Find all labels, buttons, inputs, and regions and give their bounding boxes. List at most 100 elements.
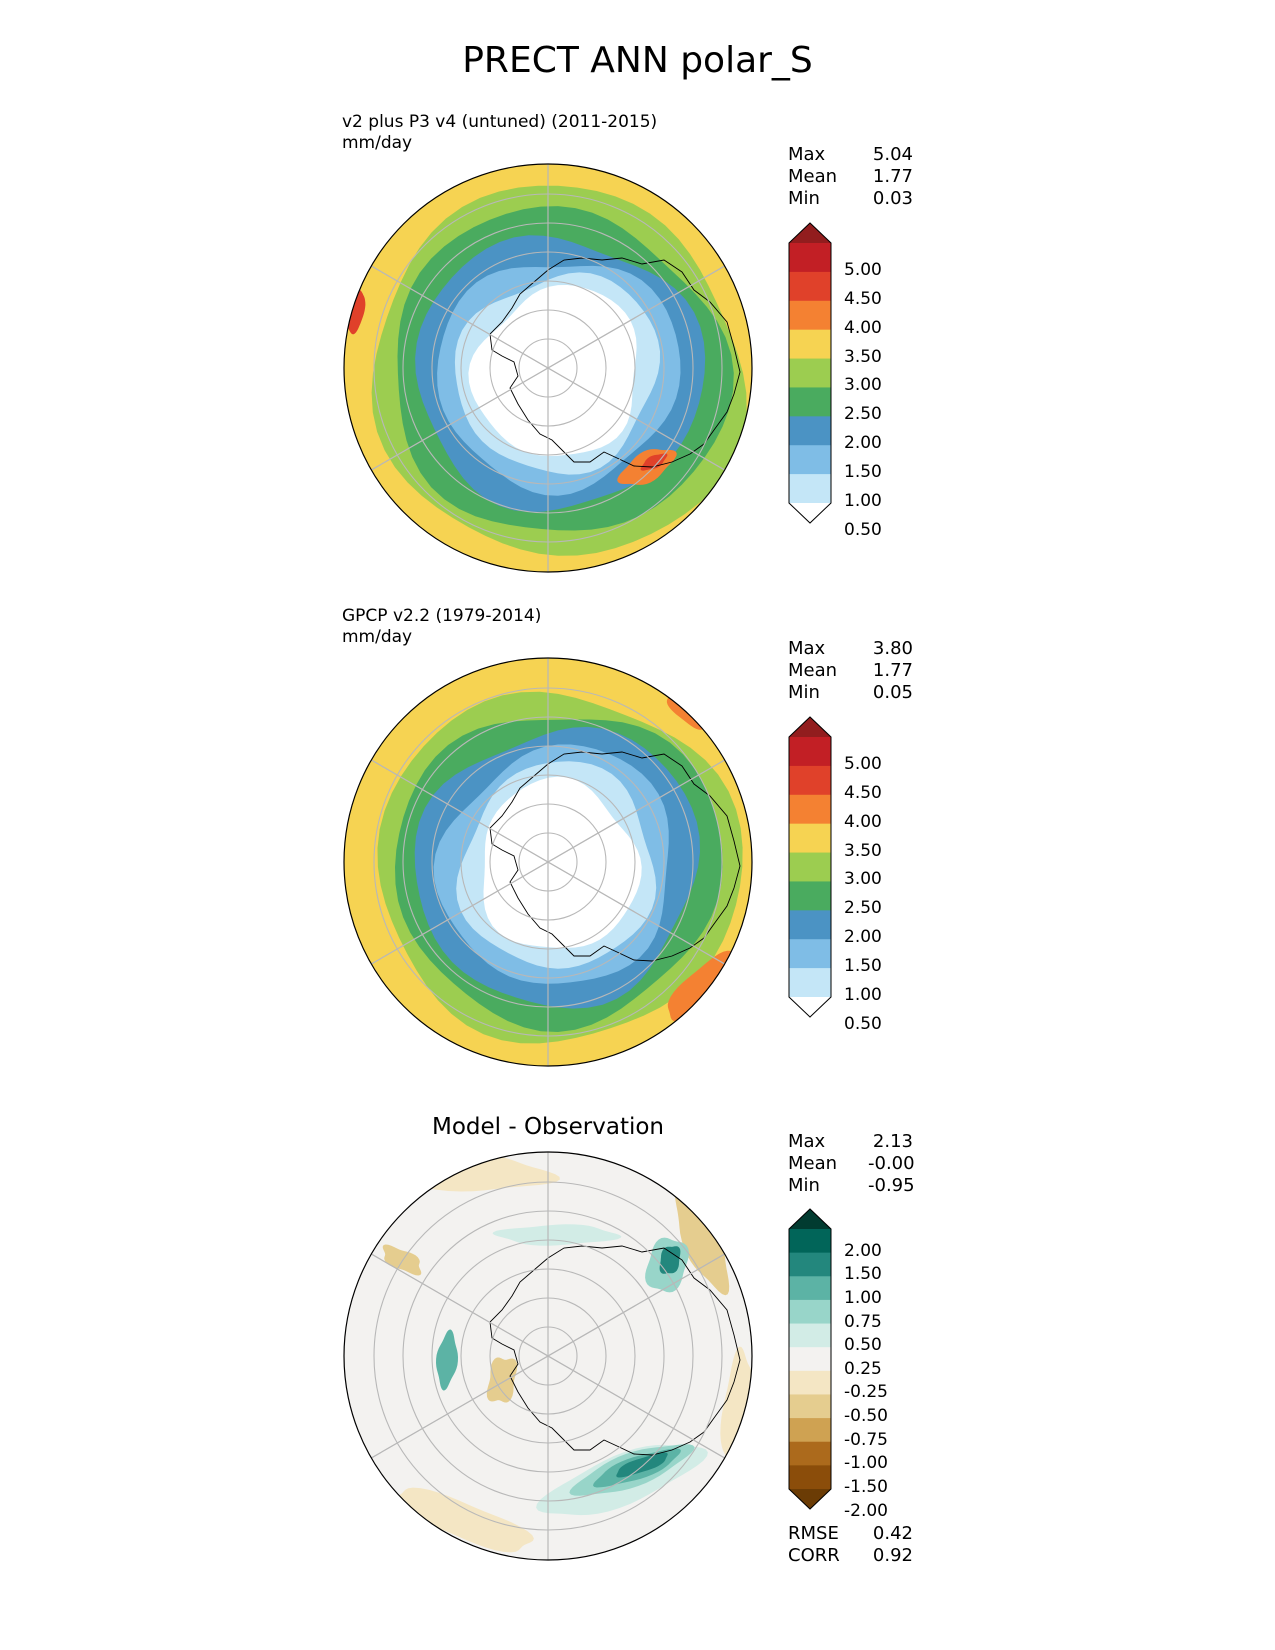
diff-negative-band — [674, 1184, 730, 1296]
stat-mean-value: 1.77 — [872, 660, 913, 681]
stat-mean-value: -0.00 — [868, 1153, 915, 1174]
colorbar-segment — [789, 823, 831, 854]
panel-3-title: Model - Observation — [431, 1114, 665, 1140]
diff-negative-patch — [486, 1357, 518, 1403]
colorbar-segment — [789, 1441, 831, 1466]
panel-3-colorbar: 2.00 1.50 1.00 0.75 0.50 0.25 -0.25 -0.50 -0.75 -… — [788, 1208, 928, 1521]
panel-1-stats: Max 5.04 Mean 1.77 Min 0.03 — [788, 144, 913, 210]
colorbar-segment — [789, 1465, 831, 1490]
colorbar-segment — [789, 1394, 831, 1419]
colorbar-segment — [789, 1276, 831, 1301]
colorbar-tick-label: 0.50 — [844, 1335, 882, 1356]
colorbar-segment — [789, 939, 831, 969]
diff-positive-patch — [436, 1329, 458, 1391]
colorbar-extend-top — [789, 717, 831, 737]
colorbar-outline — [788, 222, 832, 524]
stat-min-value: 0.03 — [872, 188, 913, 209]
colorbar-tick-label: 5.00 — [844, 753, 882, 774]
stat-min-row: Min 0.03 — [788, 188, 913, 209]
precip-contour-band — [483, 776, 642, 948]
panel-1-title-text: v2 plus P3 v4 (untuned) (2011-2015) — [342, 112, 658, 132]
antarctica-coastline — [489, 751, 741, 962]
panel-1-title: v2 plus P3 v4 (untuned) (2011-2015) mm/da… — [342, 112, 657, 154]
colorbar-tick-label: 2.00 — [844, 1240, 882, 1261]
colorbar-segment — [789, 271, 831, 302]
colorbar-tick-label: 2.00 — [844, 927, 882, 948]
stat-min-value: -0.95 — [868, 1175, 915, 1196]
diff-negative-patch — [382, 1244, 422, 1276]
longitude-line — [547, 861, 725, 965]
colorbar-tick-label: 4.00 — [844, 317, 882, 338]
longitude-line — [371, 1355, 549, 1459]
colorbar-graphic — [788, 716, 832, 1018]
panel-2-colorbar: 5.00 4.50 4.00 3.50 3.00 2.50 2.00 1.50 1.00 0.50 — [788, 716, 928, 1034]
metric-corr-value: 0.92 — [872, 1545, 913, 1566]
colorbar-tick-label: 3.00 — [844, 869, 882, 890]
diff-positive-core — [616, 1452, 668, 1478]
colorbar-segment — [789, 852, 831, 882]
panel-2-units: mm/day — [342, 627, 413, 647]
map-fill — [344, 164, 752, 572]
colorbar-segment — [789, 1347, 831, 1372]
panel-2-map-layers — [343, 657, 753, 1067]
colorbar-tick-label: 1.50 — [844, 462, 882, 483]
panel-2-title: GPCP v2.2 (1979-2014) mm/day — [342, 606, 541, 648]
colorbar-tick-label: 1.00 — [844, 1287, 882, 1308]
precip-maximum-patch — [667, 950, 737, 1022]
panel-3-map — [343, 1151, 753, 1561]
longitude-line — [371, 367, 549, 471]
colorbar-tick-label: 3.00 — [844, 375, 882, 396]
diff-negative-band — [390, 1487, 534, 1553]
stat-max-row: Max 5.04 — [788, 144, 913, 165]
panel-2-title-text: GPCP v2.2 (1979-2014) — [342, 606, 542, 626]
graticule — [371, 658, 725, 1066]
colorbar-extend-bottom — [789, 503, 831, 523]
graticule — [371, 1152, 725, 1560]
colorbar-segment — [789, 416, 831, 446]
colorbar-segment — [789, 881, 831, 911]
panel-1-map-layers — [343, 163, 753, 573]
colorbar-segment — [789, 329, 831, 360]
colorbar-tick-label: 4.00 — [844, 811, 882, 832]
colorbar-segment — [789, 794, 831, 825]
colorbar-segment — [789, 358, 831, 388]
colorbar-segment — [789, 1370, 831, 1395]
colorbar-segment — [789, 1299, 831, 1325]
colorbar-tick-label: -0.25 — [844, 1382, 888, 1403]
colorbar-segment — [789, 1252, 831, 1277]
colorbar-tick-label: 3.50 — [844, 346, 882, 367]
colorbar-segment — [789, 737, 831, 767]
colorbar-tick-label: -1.50 — [844, 1477, 888, 1497]
colorbar-tick-label: 4.50 — [844, 782, 882, 803]
map-boundary — [343, 163, 753, 573]
stat-max-row: Max 3.80 — [788, 638, 913, 659]
stat-mean-row: Mean -0.00 — [788, 1153, 915, 1174]
colorbar-segment — [789, 910, 831, 940]
colorbar-segment — [789, 1229, 831, 1254]
colorbar-segment — [789, 300, 831, 331]
longitude-line — [371, 265, 549, 369]
colorbar-extend-bottom — [789, 997, 831, 1017]
colorbar-tick-label: 0.50 — [844, 1013, 882, 1034]
antarctica-coastline — [489, 257, 741, 468]
longitude-line — [547, 1253, 725, 1357]
colorbar-extend-top — [789, 1209, 831, 1229]
colorbar-segment — [789, 445, 831, 475]
colorbar-tick-label: -1.00 — [844, 1453, 888, 1474]
stat-max-value: 3.80 — [872, 638, 913, 659]
metric-rmse-value: 0.42 — [872, 1523, 913, 1544]
longitude-line — [547, 265, 725, 369]
map-boundary — [343, 657, 753, 1067]
colorbar-extend-bottom — [789, 1489, 831, 1509]
colorbar-segment — [789, 968, 831, 998]
colorbar-extend-top — [789, 223, 831, 243]
colorbar-tick-label: 2.00 — [844, 433, 882, 454]
stat-mean-row: Mean 1.77 — [788, 166, 913, 187]
stat-mean-row: Mean 1.77 — [788, 660, 913, 681]
precip-edge-patch — [346, 289, 366, 335]
panel-1-units: mm/day — [342, 133, 413, 153]
graticule — [371, 164, 725, 572]
colorbar-segment — [789, 765, 831, 796]
metric-rmse-row: RMSE 0.42 — [788, 1523, 913, 1544]
stat-max-value: 2.13 — [872, 1131, 913, 1152]
